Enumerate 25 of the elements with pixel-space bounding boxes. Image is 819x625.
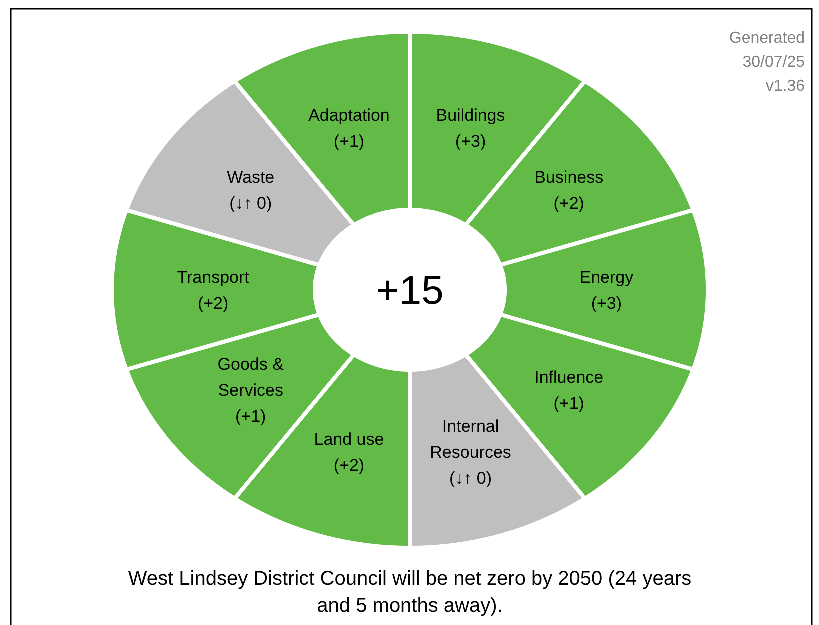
category-label: Land use	[314, 430, 384, 449]
data-label: (↓↑ 0)	[450, 468, 492, 488]
text: West Lindsey District Council will be net zero by 2050 (24 years and 5 months away).	[128, 568, 692, 617]
category-label: Energy	[580, 268, 634, 287]
data-label: (+1)	[554, 394, 584, 414]
data-label: (+2)	[198, 294, 229, 313]
data-label: (+1)	[236, 407, 266, 426]
text: +15	[376, 269, 444, 313]
data-label: (+3)	[455, 132, 486, 152]
data-label: (↓↑ 0)	[230, 194, 272, 213]
text: 30/07/25	[742, 54, 806, 71]
category-label: Goods & Services	[218, 355, 285, 400]
data-label: (+2)	[554, 194, 584, 213]
text: Generated	[729, 30, 805, 47]
category-label: Adaptation	[308, 106, 390, 126]
category-label: Business	[534, 168, 604, 187]
text: v1.36	[766, 78, 806, 95]
category-label: Influence	[534, 368, 604, 388]
category-label: Transport	[177, 268, 250, 287]
category-label: Waste	[227, 168, 275, 187]
data-label: (+1)	[334, 132, 365, 152]
category-label: Buildings	[436, 106, 506, 126]
data-label: (+3)	[591, 294, 622, 313]
data-label: (+2)	[334, 456, 365, 475]
category-label: Internal Resources	[430, 416, 512, 462]
